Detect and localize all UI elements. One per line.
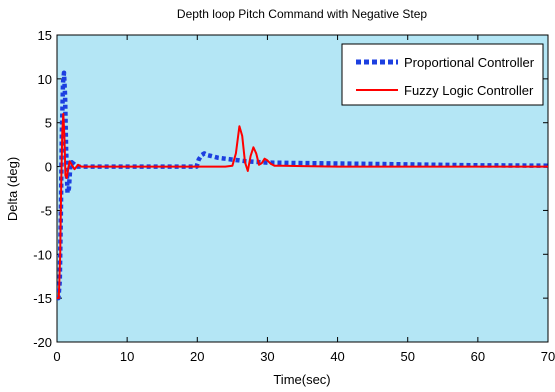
x-tick-label: 60 — [471, 349, 485, 364]
series-line-fuzzy — [57, 112, 548, 300]
x-tick-label: 0 — [53, 349, 60, 364]
x-axis-label: Time(sec) — [273, 372, 330, 387]
legend: Proportional Controller Fuzzy Logic Cont… — [341, 43, 544, 106]
y-tick-label: 5 — [45, 116, 52, 131]
series-layer — [57, 70, 548, 301]
x-tick-label: 20 — [190, 349, 204, 364]
y-tick-label: -15 — [33, 291, 52, 306]
y-tick-label: -20 — [33, 335, 52, 350]
legend-box — [341, 43, 544, 106]
x-tick-label: 70 — [541, 349, 555, 364]
y-tick-label: -10 — [33, 247, 52, 262]
y-tick-label: 15 — [38, 28, 52, 43]
legend-label-fuzzy: Fuzzy Logic Controller — [404, 83, 534, 98]
axis-ticks — [56, 34, 549, 343]
chart-title: Depth loop Pitch Command with Negative S… — [177, 7, 427, 21]
x-tick-label: 40 — [330, 349, 344, 364]
x-tick-label: 10 — [120, 349, 134, 364]
y-tick-label: 10 — [38, 72, 52, 87]
y-tick-labels: 15 10 5 0 -5 -10 -15 -20 — [33, 28, 52, 350]
x-tick-label: 30 — [260, 349, 274, 364]
x-tick-labels: 0 10 20 30 40 50 60 70 — [53, 349, 555, 364]
legend-label-proportional: Proportional Controller — [404, 55, 535, 70]
y-tick-label: 0 — [45, 160, 52, 175]
y-axis-label: Delta (deg) — [5, 157, 20, 221]
x-tick-label: 50 — [400, 349, 414, 364]
y-tick-label: -5 — [40, 203, 52, 218]
